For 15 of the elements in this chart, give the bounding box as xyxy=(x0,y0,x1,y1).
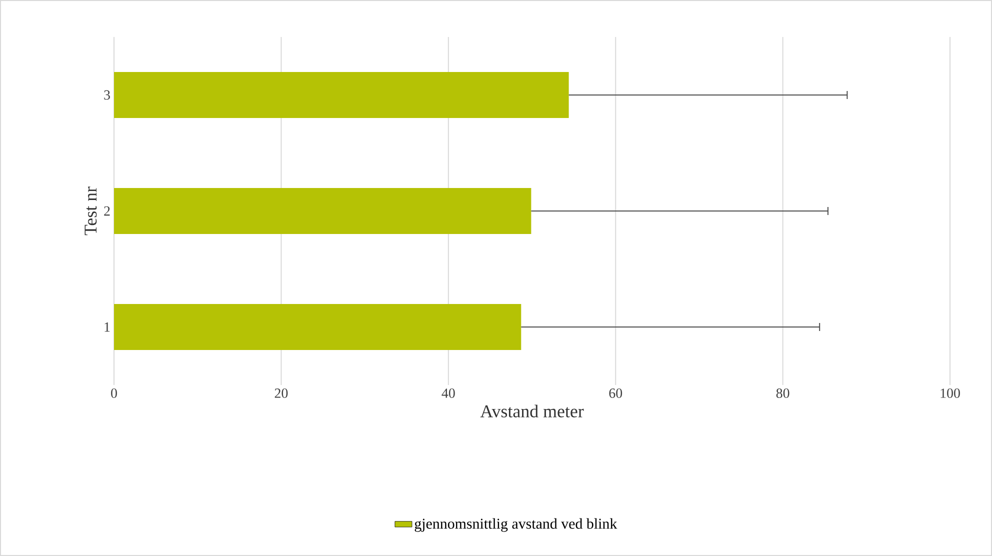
x-tick-label: 60 xyxy=(609,388,622,398)
y-tick-label: 1 xyxy=(104,322,110,332)
y-tick-label: 3 xyxy=(104,90,110,100)
y-tick-label: 2 xyxy=(104,206,110,216)
bar xyxy=(114,72,569,118)
x-tick-label: 100 xyxy=(940,388,960,398)
x-tick-label: 40 xyxy=(442,388,455,398)
legend-label: gjennomsnittlig avstand ved blink xyxy=(414,518,618,532)
bar xyxy=(114,304,522,350)
x-tick-label: 20 xyxy=(274,388,288,398)
bar xyxy=(114,188,532,234)
x-tick-label: 0 xyxy=(111,388,117,398)
x-tick-label: 80 xyxy=(776,388,790,398)
y-axis-title: Test nr xyxy=(84,186,97,236)
x-axis-title: Avstand meter xyxy=(480,404,584,418)
